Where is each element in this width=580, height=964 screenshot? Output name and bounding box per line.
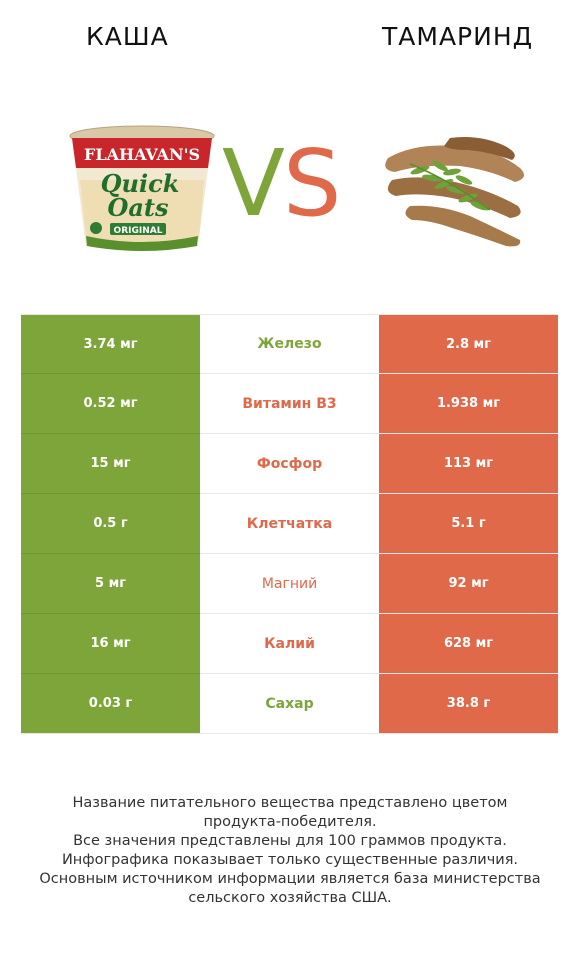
tamarind-image xyxy=(385,137,524,247)
footer-notes: Название питательного вещества представл… xyxy=(0,794,580,908)
right-product-title: ТАМАРИНД xyxy=(382,22,534,51)
brand-text: FLAHAVAN'S xyxy=(84,145,200,164)
right-value: 2.8 мг xyxy=(379,315,558,373)
nutrient-label: Калий xyxy=(200,614,379,673)
vs-label: VS xyxy=(222,138,341,230)
product-name-line1: Quick xyxy=(101,169,180,198)
table-row: 0.52 мг Витамин B3 1.938 мг xyxy=(21,373,558,434)
left-product-title: КАША xyxy=(86,22,169,51)
left-value: 0.52 мг xyxy=(21,373,200,433)
table-row: 0.03 г Сахар 38.8 г xyxy=(21,673,558,734)
right-value: 38.8 г xyxy=(379,674,558,733)
left-value: 15 мг xyxy=(21,433,200,493)
vs-v-letter: V xyxy=(222,130,285,237)
left-value: 5 мг xyxy=(21,553,200,613)
nutrient-label: Клетчатка xyxy=(200,494,379,553)
table-row: 0.5 г Клетчатка 5.1 г xyxy=(21,493,558,554)
nutrient-label: Железо xyxy=(200,315,379,373)
nutrient-label: Фосфор xyxy=(200,434,379,493)
table-row: 5 мг Магний 92 мг xyxy=(21,553,558,614)
footer-line: Все значения представлены для 100 граммо… xyxy=(73,833,507,849)
right-value: 628 мг xyxy=(379,614,558,673)
left-value: 3.74 мг xyxy=(21,315,200,373)
nutrient-label: Сахар xyxy=(200,674,379,733)
variant-text: ORIGINAL xyxy=(114,226,163,236)
right-value: 113 мг xyxy=(379,434,558,493)
footer-line: Основным источником информации является … xyxy=(39,871,541,887)
vs-s-letter: S xyxy=(282,130,341,237)
left-value: 16 мг xyxy=(21,613,200,673)
product-name-line2: Oats xyxy=(107,193,169,222)
oats-cup-image: FLAHAVAN'S Quick Oats ORIGINAL xyxy=(69,125,215,251)
right-value: 92 мг xyxy=(379,554,558,613)
footer-line: Инфографика показывает только существенн… xyxy=(61,852,519,868)
nutrient-label: Магний xyxy=(200,554,379,613)
table-row: 3.74 мг Железо 2.8 мг xyxy=(21,314,558,374)
footer-line: продукта-победителя. xyxy=(203,814,377,830)
left-value: 0.5 г xyxy=(21,493,200,553)
right-value: 1.938 мг xyxy=(379,374,558,433)
left-value: 0.03 г xyxy=(21,673,200,733)
comparison-table: 3.74 мг Железо 2.8 мг 0.52 мг Витамин B3… xyxy=(21,314,558,734)
hero-images: FLAHAVAN'S Quick Oats ORIGINAL xyxy=(69,125,524,251)
right-value: 5.1 г xyxy=(379,494,558,553)
footer-line: Название питательного вещества представл… xyxy=(72,795,508,811)
table-row: 16 мг Калий 628 мг xyxy=(21,613,558,674)
table-row: 15 мг Фосфор 113 мг xyxy=(21,433,558,494)
footer-line: сельского хозяйства США. xyxy=(188,890,392,906)
nutrient-label: Витамин B3 xyxy=(200,374,379,433)
